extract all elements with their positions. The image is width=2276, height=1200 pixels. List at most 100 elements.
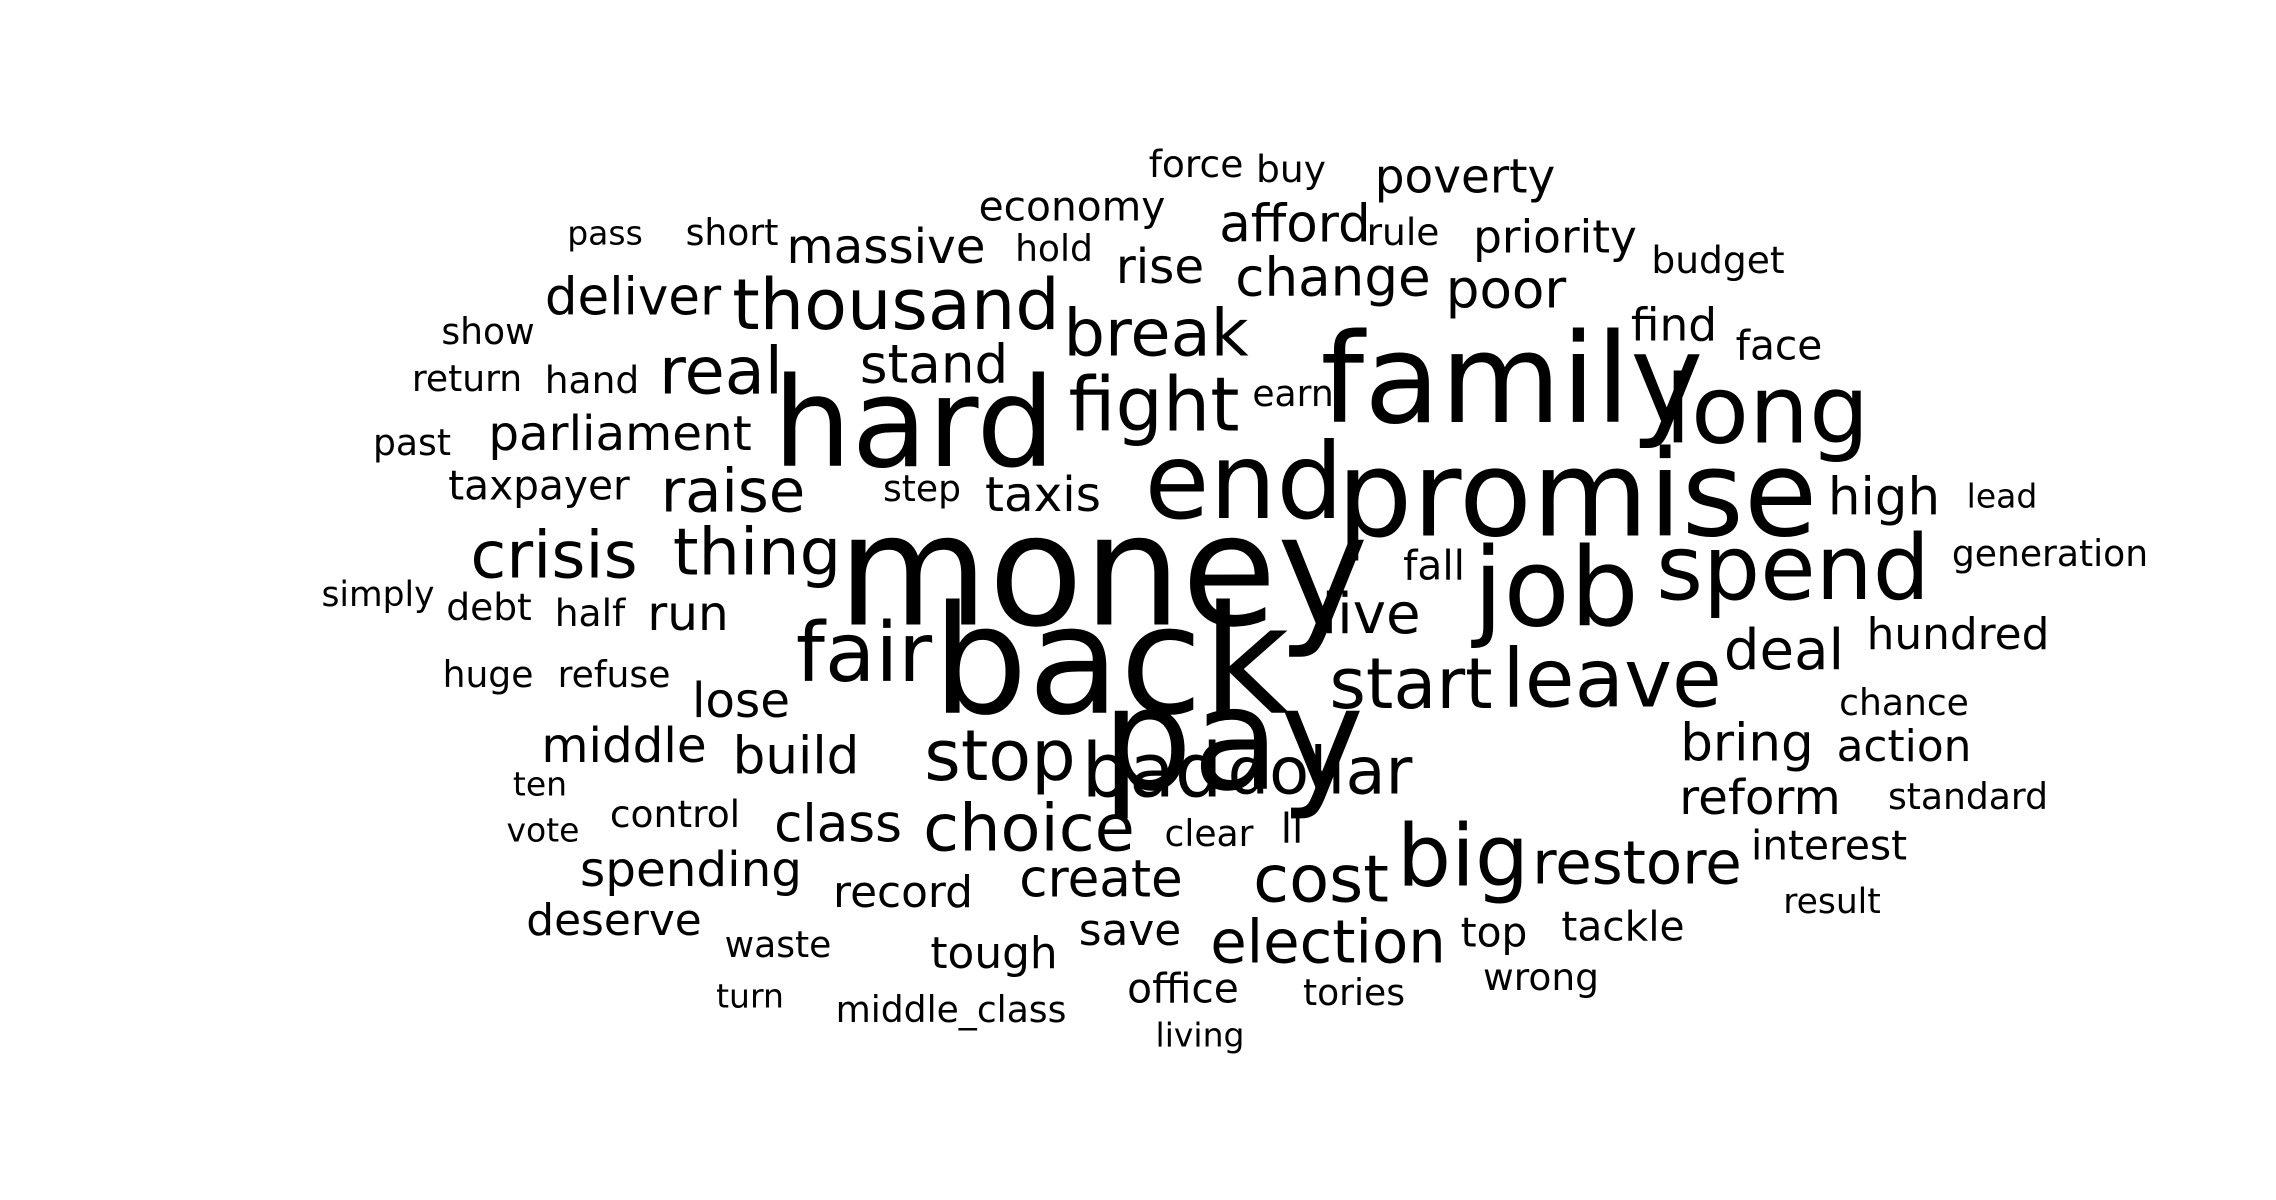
- word: control: [609, 792, 741, 837]
- word: restore: [1532, 828, 1742, 898]
- word: top: [1460, 908, 1528, 957]
- word: middle: [541, 717, 707, 774]
- word: dollar: [1227, 733, 1413, 810]
- word: massive: [786, 218, 986, 275]
- word: poverty: [1374, 149, 1556, 205]
- word: tough: [930, 928, 1058, 980]
- word: hard: [772, 351, 1056, 496]
- word: spend: [1656, 515, 1930, 621]
- word: standard: [1887, 775, 2049, 818]
- word: clear: [1164, 812, 1254, 855]
- word: stop: [924, 714, 1076, 797]
- word: tackle: [1561, 902, 1685, 951]
- word: record: [833, 867, 973, 919]
- word: bring: [1680, 713, 1814, 774]
- word: run: [647, 585, 729, 642]
- word: debt: [446, 585, 532, 630]
- word: office: [1127, 964, 1239, 1013]
- word: tories: [1302, 971, 1406, 1014]
- word: deserve: [526, 895, 702, 947]
- word: force: [1148, 142, 1244, 187]
- word: choice: [923, 790, 1135, 867]
- word: lose: [691, 672, 791, 729]
- word: thousand: [732, 263, 1060, 346]
- word: fair: [795, 605, 933, 701]
- word: taxis: [985, 466, 1101, 523]
- word: taxpayer: [448, 461, 630, 510]
- word: refuse: [557, 653, 671, 696]
- word: live: [1321, 581, 1421, 647]
- word: half: [554, 591, 626, 636]
- word: poor: [1445, 258, 1567, 321]
- word: find: [1630, 298, 1718, 352]
- word: result: [1783, 881, 1881, 922]
- word: huge: [442, 653, 534, 696]
- word: stand: [859, 333, 1009, 396]
- word: hand: [544, 358, 640, 403]
- word: bad: [1081, 727, 1223, 815]
- word: big: [1396, 807, 1530, 907]
- word: chance: [1839, 681, 1969, 724]
- word: middle_class: [835, 988, 1067, 1031]
- word: show: [441, 310, 535, 353]
- word: pass: [567, 213, 643, 253]
- word: deliver: [544, 267, 722, 328]
- word: high: [1827, 467, 1941, 528]
- word: ll: [1280, 804, 1304, 853]
- word: spending: [580, 841, 802, 898]
- word: pay: [1101, 656, 1365, 823]
- word: return: [411, 357, 523, 400]
- word: save: [1078, 905, 1182, 957]
- word: break: [1063, 295, 1249, 372]
- word: priority: [1473, 210, 1637, 264]
- word: lead: [1966, 476, 2038, 516]
- word: change: [1235, 246, 1431, 309]
- word: fall: [1403, 541, 1465, 590]
- word: buy: [1256, 147, 1326, 192]
- word: rise: [1115, 238, 1205, 295]
- word: reform: [1679, 769, 1841, 826]
- word: election: [1210, 907, 1446, 977]
- word: end: [1144, 420, 1344, 544]
- word: past: [373, 421, 451, 464]
- word: deal: [1723, 617, 1845, 683]
- word: long: [1664, 355, 1870, 466]
- word: back: [932, 573, 1290, 749]
- word: thing: [672, 514, 842, 591]
- word: create: [1019, 849, 1183, 910]
- word: waste: [724, 923, 832, 966]
- word: face: [1735, 321, 1823, 370]
- word: job: [1473, 524, 1639, 652]
- word: real: [659, 333, 783, 410]
- word: earn: [1252, 372, 1334, 415]
- word: budget: [1651, 238, 1785, 283]
- word: hundred: [1866, 609, 2050, 661]
- word: living: [1155, 1015, 1245, 1055]
- word: family: [1320, 307, 1704, 452]
- word: cost: [1253, 841, 1389, 918]
- word: money: [837, 480, 1369, 662]
- word: step: [882, 467, 962, 510]
- word: interest: [1750, 821, 1908, 870]
- word: rule: [1366, 210, 1440, 255]
- word: afford: [1219, 194, 1371, 255]
- word: wrong: [1482, 955, 1600, 1000]
- word: simply: [321, 574, 435, 615]
- word: hold: [1015, 227, 1093, 270]
- word: build: [732, 726, 860, 787]
- word: economy: [978, 182, 1166, 231]
- word: fight: [1068, 361, 1240, 449]
- word: ten: [512, 764, 568, 804]
- word: raise: [660, 456, 806, 526]
- word: action: [1836, 721, 1972, 773]
- word: parliament: [488, 405, 752, 462]
- word: vote: [506, 810, 580, 850]
- word: leave: [1502, 632, 1722, 727]
- word: turn: [716, 976, 784, 1016]
- word: promise: [1336, 425, 1818, 565]
- word: start: [1329, 642, 1493, 725]
- word: generation: [1951, 532, 2149, 575]
- word: crisis: [470, 517, 638, 594]
- word: short: [685, 211, 779, 254]
- word: class: [774, 794, 902, 855]
